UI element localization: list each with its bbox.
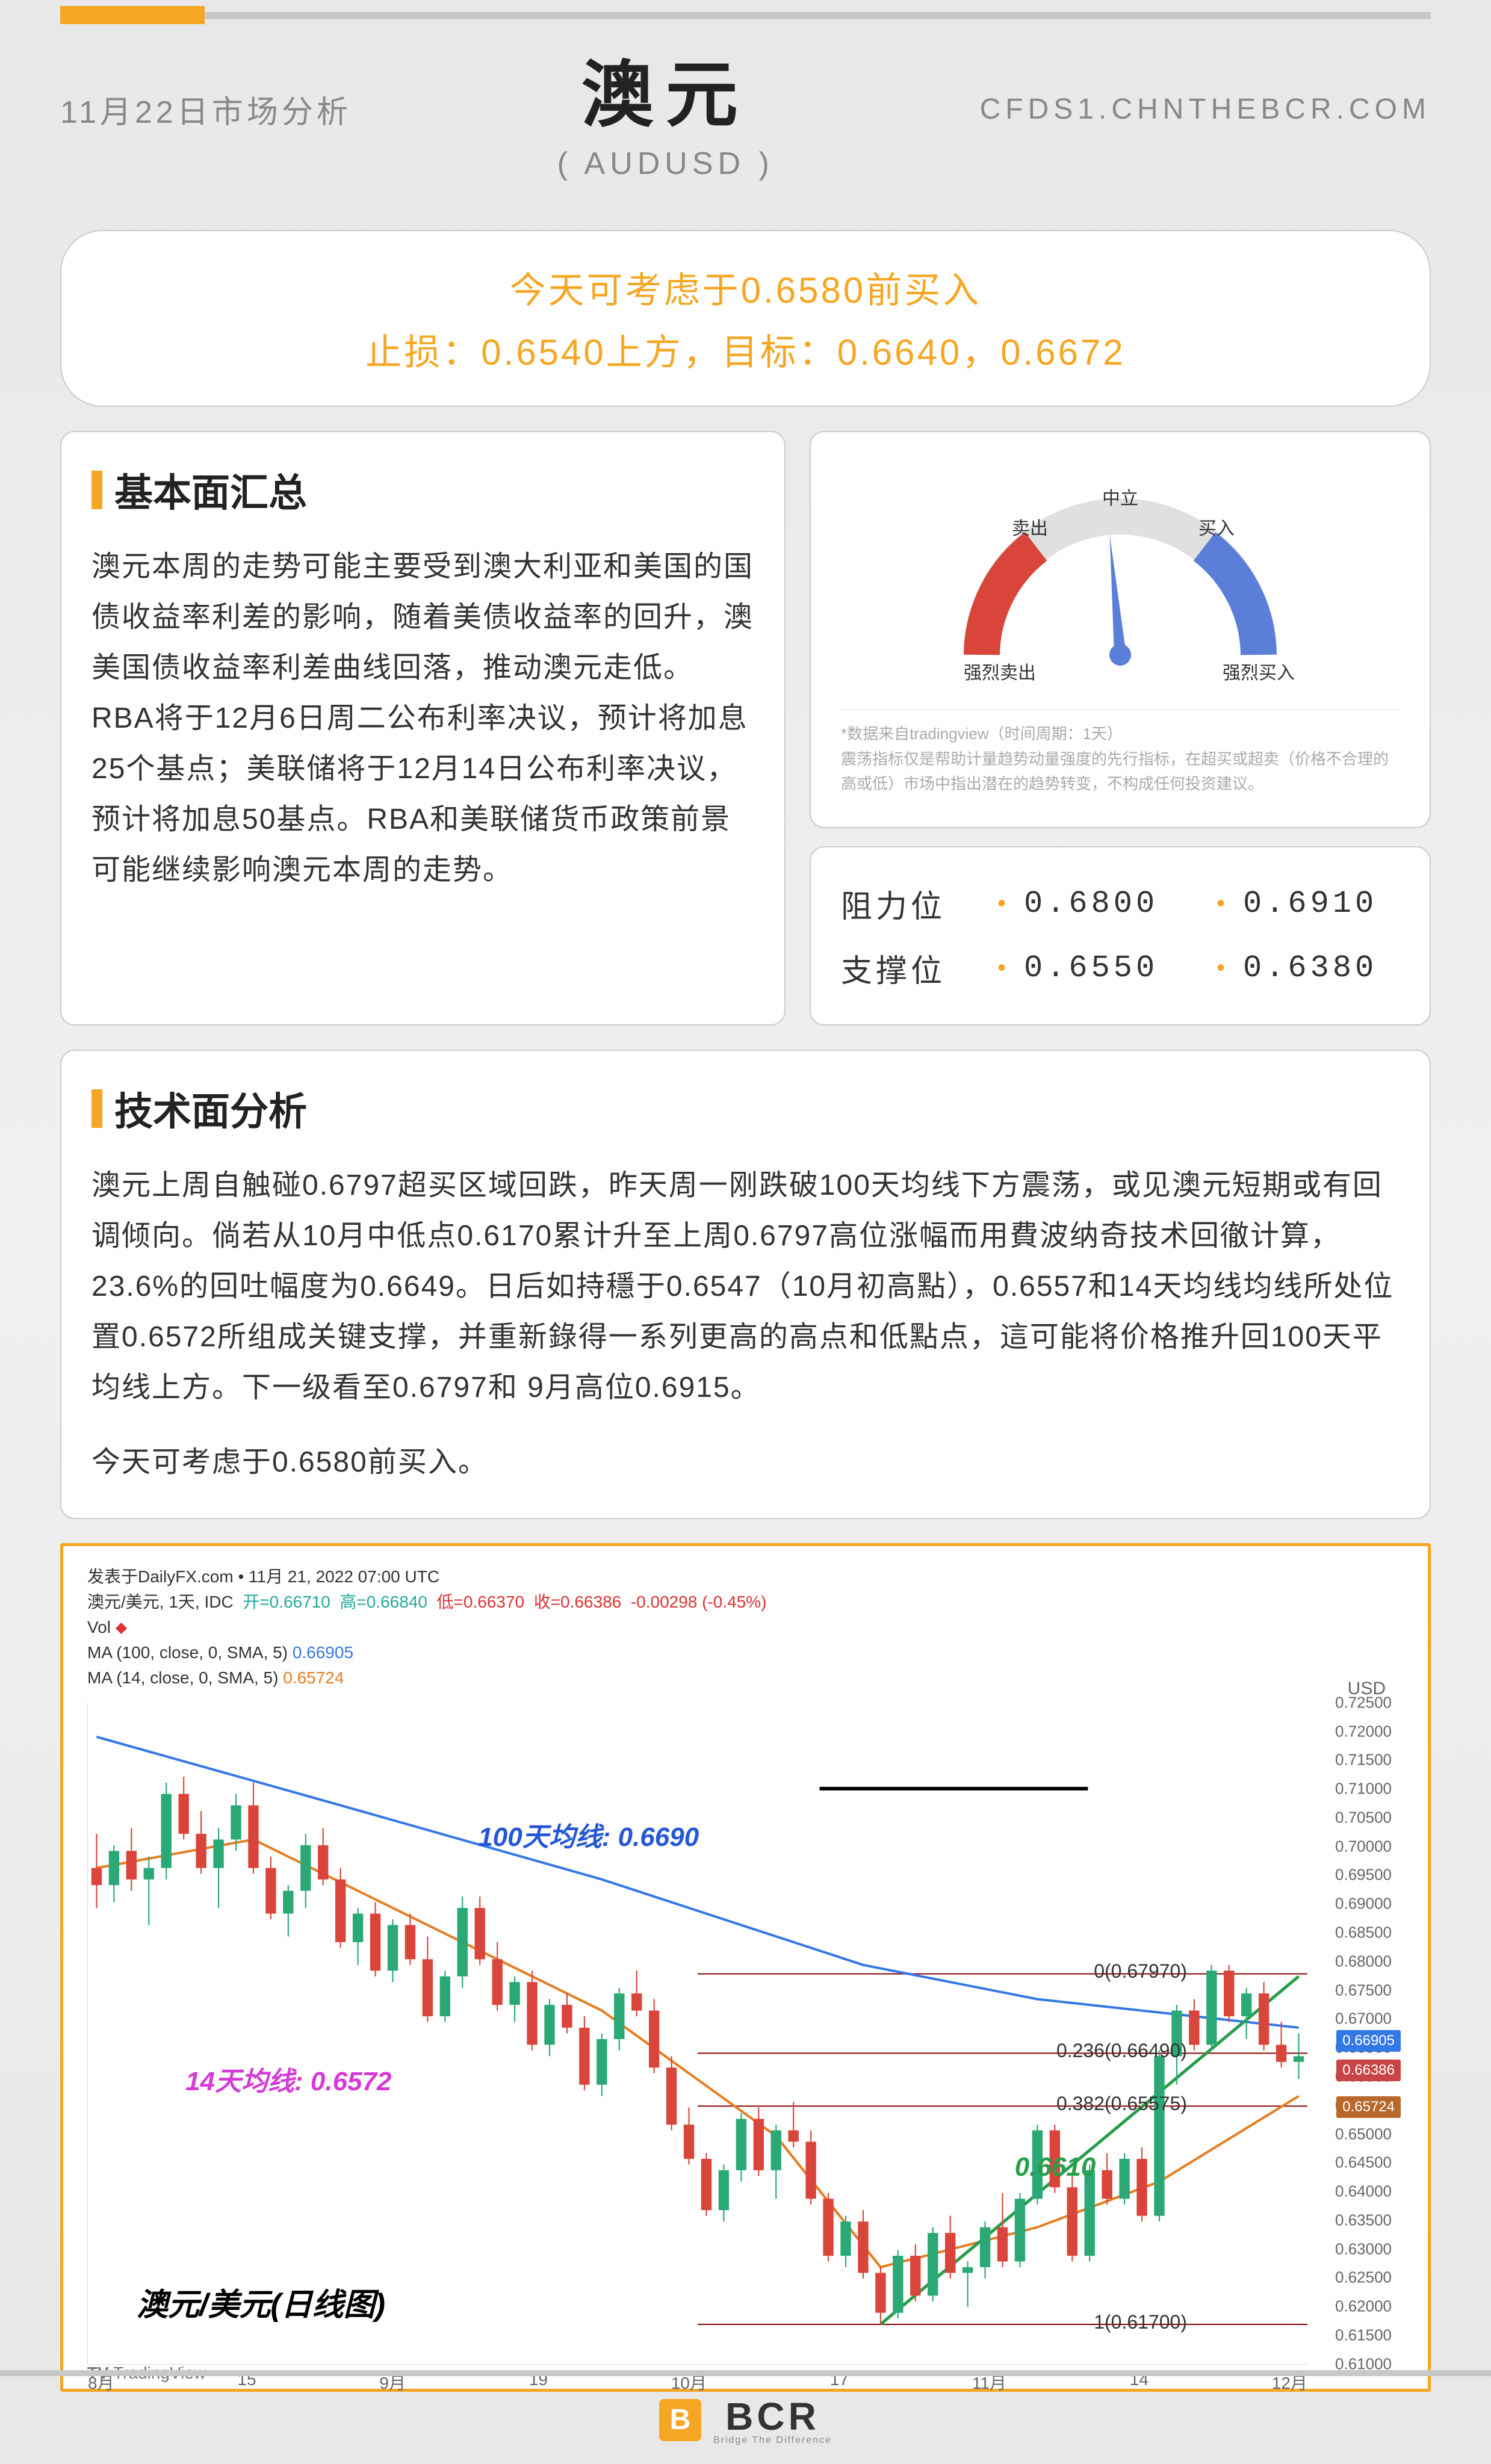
- fundamental-title-text: 基本面汇总: [114, 462, 307, 518]
- candlestick-chart: 100天均线: 0.6690 14天均线: 0.6572 0.6610 澳元/美…: [87, 1703, 1307, 2365]
- resistance-2: 0.6910: [1243, 886, 1400, 921]
- support-1: 0.6550: [1024, 950, 1180, 986]
- technical-body2: 今天可考虑于0.6580前买入。: [91, 1437, 1400, 1488]
- sentiment-gauge: 强烈卖出 卖出 中立 买入 强烈买入: [841, 462, 1400, 709]
- gauge-strong-sell: 强烈卖出: [964, 663, 1036, 683]
- recommendation-box: 今天可考虑于0.6580前买入 止损：0.6540上方，目标：0.6640，0.…: [60, 230, 1431, 407]
- support-annotation: 0.6610: [1015, 2152, 1096, 2182]
- technical-card: 技术面分析 澳元上周自触碰0.6797超买区域回跌，昨天周一刚跌破100天均线下…: [60, 1050, 1431, 1519]
- chart-card: 发表于DailyFX.com • 11月 21, 2022 07:00 UTC …: [60, 1543, 1431, 2392]
- page-title: 澳元: [352, 36, 980, 141]
- gauge-neutral: 中立: [1102, 489, 1138, 509]
- accent-block: [60, 6, 205, 24]
- fib-label: 1(0.61700): [1094, 2311, 1187, 2333]
- gauge-note-disclaimer: 震荡指标仅是帮助计量趋势动量强度的先行指标，在超买或超卖（价格不合理的高或低）市…: [841, 747, 1400, 797]
- price-tag: 0.66905: [1336, 2030, 1401, 2052]
- footer-line: [0, 2370, 1491, 2376]
- title-bar-icon: [91, 471, 102, 509]
- page: 11月22日市场分析 澳元 ( AUDUSD ) CFDS1.CHNTHEBCR…: [0, 0, 1491, 2464]
- chart-title-annotation: 澳元/美元(日线图): [137, 2279, 385, 2324]
- title-block: 澳元 ( AUDUSD ): [352, 36, 980, 182]
- footer: B BCR Bridge The Difference: [0, 2370, 1491, 2446]
- price-tag: 0.65724: [1336, 2096, 1401, 2118]
- chart-source: 发表于DailyFX.com • 11月 21, 2022 07:00 UTC: [87, 1564, 1404, 1590]
- right-column: 强烈卖出 卖出 中立 买入 强烈买入 *数据来自tradingview（时间周期…: [810, 431, 1431, 1026]
- ma100-annotation: 100天均线: 0.6690: [478, 1815, 699, 1854]
- resistance-row: 阻力位 • 0.6800 • 0.6910: [841, 871, 1400, 936]
- price-tag: 0.66386: [1336, 2060, 1401, 2081]
- fib-label: 0(0.67970): [1094, 1960, 1187, 1983]
- accent-line: [205, 12, 1431, 19]
- header: 11月22日市场分析 澳元 ( AUDUSD ) CFDS1.CHNTHEBCR…: [0, 24, 1491, 200]
- gauge-svg: 强烈卖出 卖出 中立 买入 强烈买入: [910, 474, 1331, 691]
- gauge-note-source: *数据来自tradingview（时间周期：1天）: [841, 722, 1400, 747]
- date-label: 11月22日市场分析: [60, 87, 352, 132]
- chart-svg: [88, 1703, 1307, 2364]
- gauge-buy: 买入: [1198, 519, 1235, 539]
- chart-meta: 发表于DailyFX.com • 11月 21, 2022 07:00 UTC …: [87, 1564, 1404, 1691]
- fundamental-title: 基本面汇总: [91, 462, 754, 518]
- fundamental-body: 澳元本周的走势可能主要受到澳大利亚和美国的国债收益率利差的影响，随着美债收益率的…: [91, 542, 754, 896]
- levels-card: 阻力位 • 0.6800 • 0.6910 支撑位 • 0.6550 • 0.6…: [810, 846, 1431, 1026]
- gauge-card: 强烈卖出 卖出 中立 买入 强烈买入 *数据来自tradingview（时间周期…: [810, 431, 1431, 828]
- gauge-strong-buy: 强烈买入: [1223, 663, 1295, 683]
- technical-title-text: 技术面分析: [114, 1081, 307, 1136]
- chart-pair-line: 澳元/美元, 1天, IDC 开=0.66710 高=0.66840 低=0.6…: [87, 1590, 1404, 1615]
- technical-body: 澳元上周自触碰0.6797超买区域回跌，昨天周一刚跌破100天均线下方震荡，或见…: [91, 1160, 1400, 1413]
- technical-title: 技术面分析: [91, 1081, 1400, 1136]
- title-bar-icon: [91, 1089, 102, 1128]
- resistance-label: 阻力位: [841, 881, 961, 926]
- top-accent-bar: [0, 0, 1491, 24]
- bullet-icon: •: [997, 955, 1006, 982]
- mid-row: 基本面汇总 澳元本周的走势可能主要受到澳大利亚和美国的国债收益率利差的影响，随着…: [0, 431, 1491, 1026]
- recommendation-line1: 今天可考虑于0.6580前买入: [98, 261, 1393, 314]
- support-2: 0.6380: [1243, 950, 1400, 986]
- support-label: 支撑位: [841, 946, 961, 991]
- logo-subtitle: Bridge The Difference: [713, 2435, 832, 2446]
- bullet-icon: •: [1217, 890, 1225, 917]
- source-url: CFDS1.CHNTHEBCR.COM: [980, 93, 1431, 126]
- fib-label: 0.382(0.65575): [1056, 2093, 1187, 2115]
- logo-icon: B: [659, 2399, 701, 2441]
- recommendation-line2: 止损：0.6540上方，目标：0.6640，0.6672: [98, 323, 1393, 376]
- ma14-annotation: 14天均线: 0.6572: [185, 2060, 391, 2098]
- support-row: 支撑位 • 0.6550 • 0.6380: [841, 936, 1400, 1000]
- logo: B BCR Bridge The Difference: [659, 2394, 832, 2446]
- fib-label: 0.236(0.66490): [1056, 2040, 1187, 2062]
- bullet-icon: •: [1217, 955, 1225, 982]
- gauge-sell: 卖出: [1012, 519, 1048, 539]
- page-subtitle: ( AUDUSD ): [352, 146, 980, 182]
- bullet-icon: •: [997, 890, 1006, 917]
- logo-text: BCR: [713, 2394, 832, 2439]
- resistance-1: 0.6800: [1024, 886, 1180, 921]
- fundamental-card: 基本面汇总 澳元本周的走势可能主要受到澳大利亚和美国的国债收益率利差的影响，随着…: [60, 431, 786, 1026]
- gauge-note: *数据来自tradingview（时间周期：1天） 震荡指标仅是帮助计量趋势动量…: [841, 709, 1400, 797]
